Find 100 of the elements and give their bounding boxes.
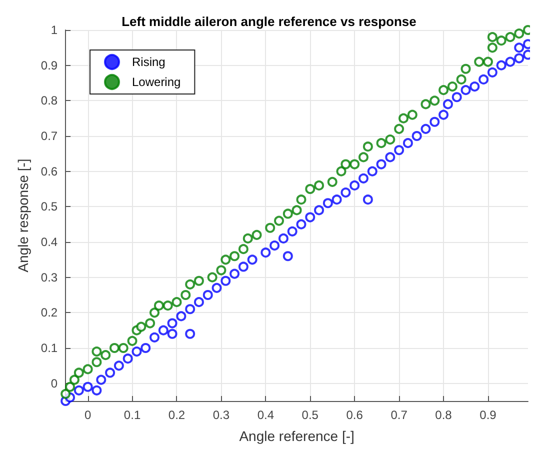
point [247,254,258,265]
point [496,60,506,70]
point [514,53,524,64]
point [438,85,449,96]
y-tick-label: 0.7 [40,129,58,143]
point [82,364,93,374]
point [274,216,284,226]
point [505,56,516,67]
point [92,385,102,396]
point [220,276,231,286]
point [460,85,471,96]
point [185,279,196,290]
point [358,173,368,184]
point [216,265,226,276]
point [487,42,498,53]
point [487,67,498,78]
point [340,188,351,198]
point [194,297,204,308]
point [482,56,493,67]
point [336,166,346,176]
x-tick-label: 0.7 [390,408,408,422]
point [305,184,316,194]
point [260,248,271,258]
point [118,343,128,353]
point [162,300,173,311]
y-tick-label: 0.9 [40,58,58,72]
point [362,194,373,205]
point [127,336,138,346]
point [478,74,489,84]
point [362,142,373,152]
legend-label: Lowering [132,75,181,89]
point [145,318,156,328]
point [122,354,133,364]
point [60,388,71,399]
point [238,262,248,272]
point [180,290,191,300]
point [296,194,306,205]
y-tick-label: 0.4 [40,235,58,249]
point [438,110,449,120]
point [430,96,440,106]
point [340,159,351,170]
point [447,82,458,92]
x-axis-title: Angle reference [-] [239,428,354,444]
point [407,110,418,120]
point [327,176,338,187]
point [376,138,386,148]
point [332,194,342,205]
point [150,308,160,318]
y-tick-label: 1 [50,23,58,37]
point [185,304,196,314]
point [167,328,178,339]
point [305,212,316,222]
point [460,64,471,74]
x-tick-label: 0.2 [168,408,186,422]
y-tick-label: 0.2 [40,306,58,320]
point [420,99,431,110]
y-axis-title: Angle response [-] [15,158,31,272]
point [150,332,160,342]
point [314,205,324,216]
y-tick-label: 0 [50,376,58,390]
x-tick-label: 0.8 [435,408,452,422]
point [212,282,222,293]
point [367,166,378,176]
point [69,374,80,385]
y-tick-label: 0.3 [40,270,58,284]
point [74,368,84,378]
point [376,159,386,170]
point [296,219,306,230]
point [402,138,413,148]
point [394,145,404,156]
point [470,82,480,92]
point [172,297,182,308]
x-tick-label: 0.9 [480,408,497,422]
point [96,374,106,385]
point [74,385,84,396]
point [92,346,102,357]
point [100,350,111,360]
point [282,251,293,262]
y-tick-label: 0.8 [40,94,58,108]
point [242,233,253,244]
point [136,322,146,332]
point [265,222,276,233]
x-tick-label: 0.4 [257,408,274,422]
point [167,318,178,328]
point [282,208,293,219]
point [110,343,120,353]
point [420,124,431,134]
chart-title: Left middle aileron angle reference vs response [122,14,416,29]
point [230,268,240,279]
x-tick-label: 0.5 [302,408,319,422]
point [496,36,506,46]
point [194,276,204,286]
point [398,113,409,124]
x-tick-label: 0.6 [346,408,364,422]
point [350,180,360,190]
point [105,368,116,378]
point [287,226,298,236]
point [394,124,404,134]
point [238,244,248,254]
point [474,56,484,67]
